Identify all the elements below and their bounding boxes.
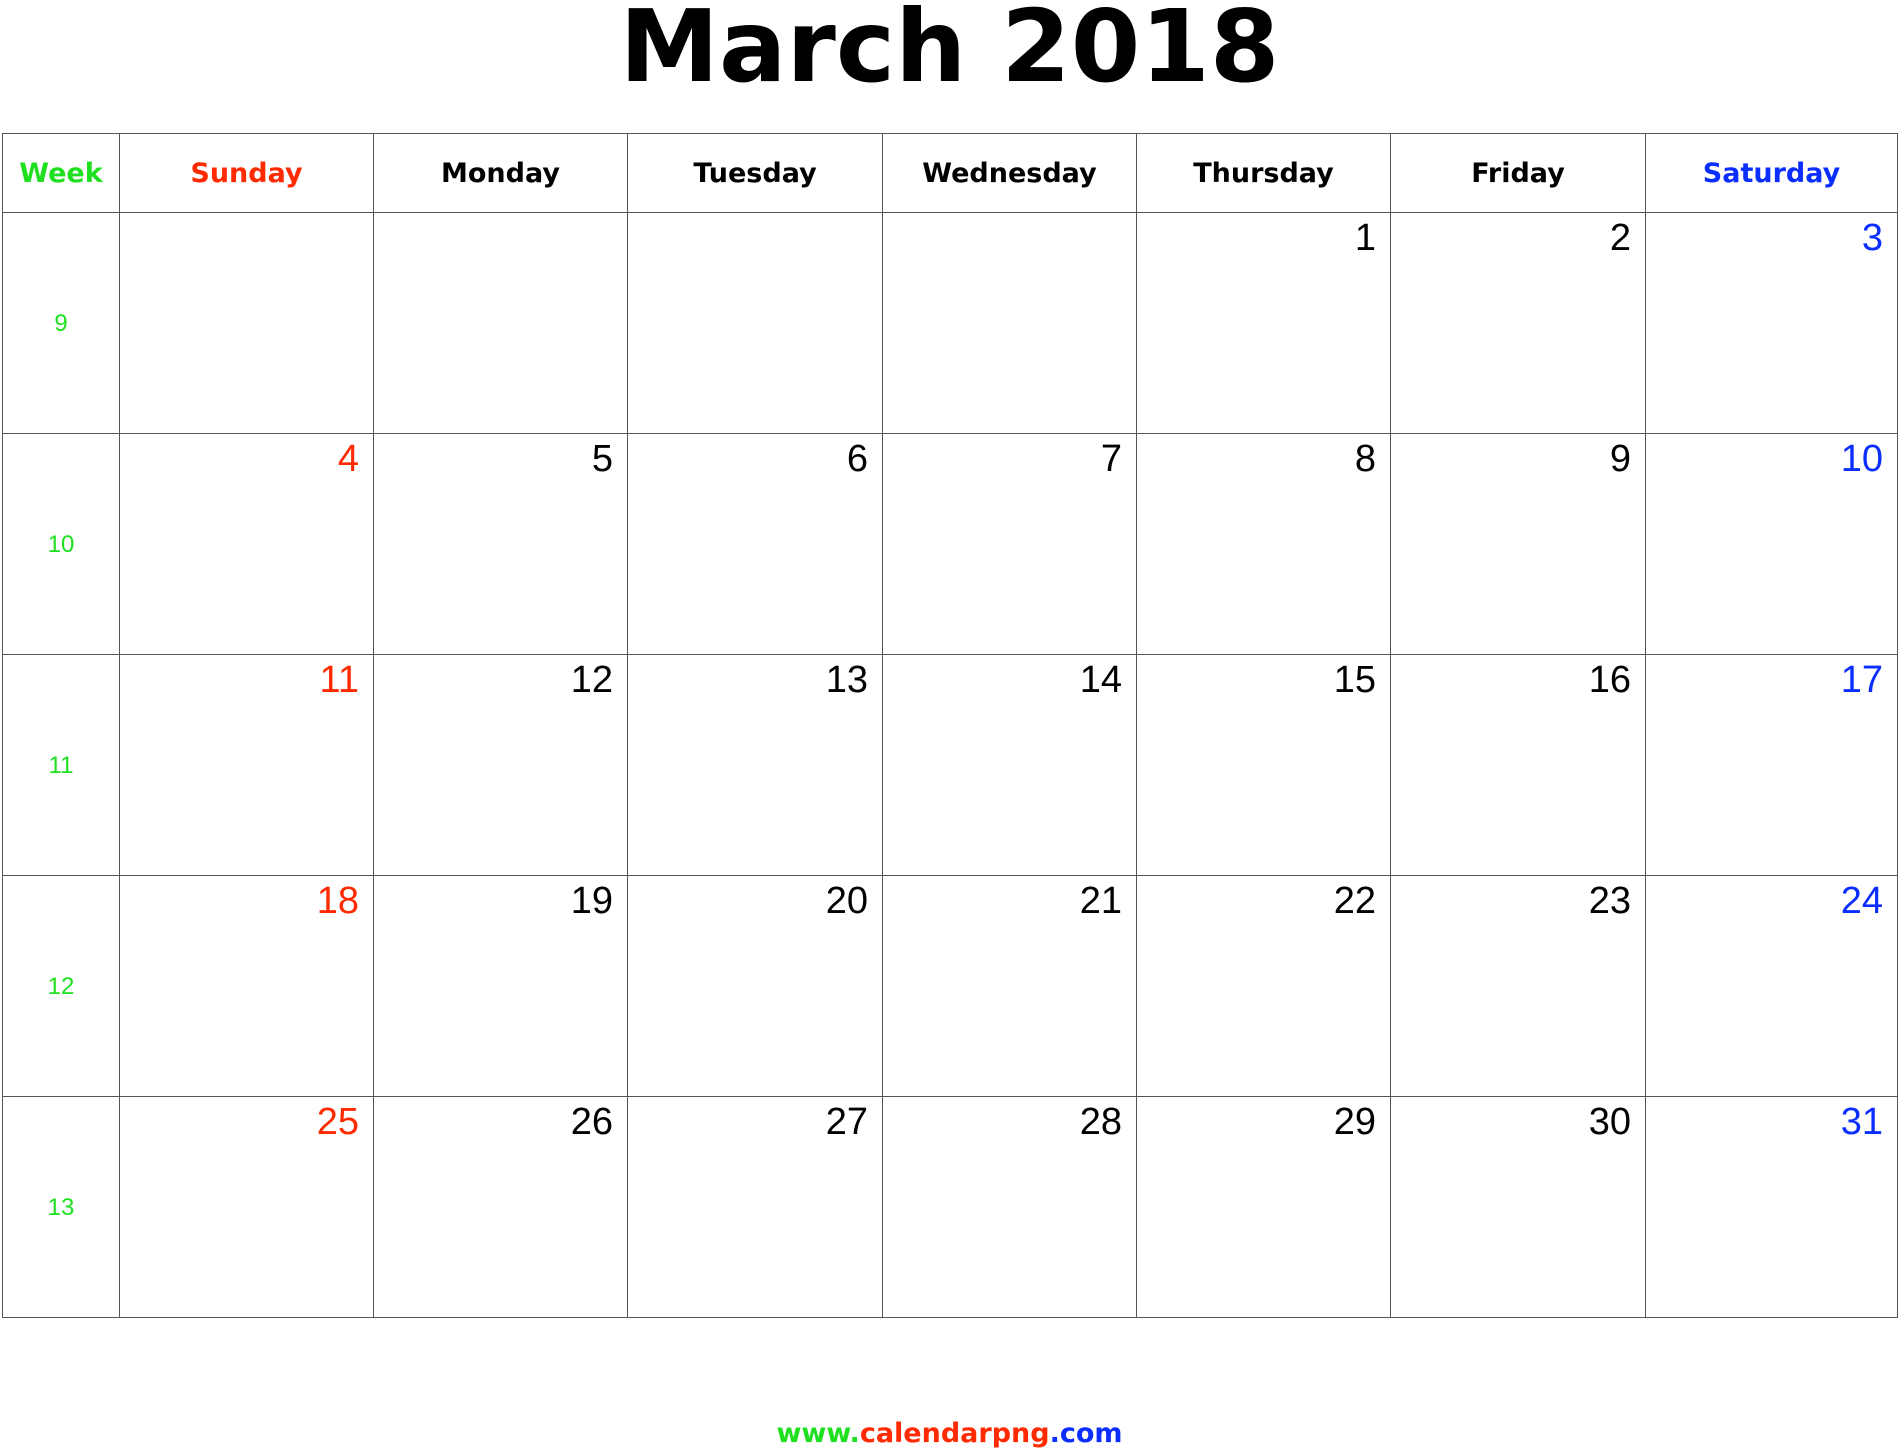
footer-part: www. (776, 1418, 860, 1449)
day-cell: 9 (1390, 433, 1646, 655)
day-cell: 19 (373, 875, 628, 1097)
day-cell: 17 (1645, 654, 1898, 876)
day-cell: 28 (882, 1096, 1137, 1318)
day-cell (882, 212, 1137, 434)
footer: www.calendarpng.com (0, 1418, 1899, 1449)
day-cell: 15 (1136, 654, 1391, 876)
day-cell: 13 (627, 654, 883, 876)
calendar-title: March 2018 (619, 0, 1280, 105)
day-cell: 7 (882, 433, 1137, 655)
day-cell: 3 (1645, 212, 1898, 434)
day-cell: 8 (1136, 433, 1391, 655)
day-cell: 11 (119, 654, 374, 876)
header-cell: Sunday (119, 133, 374, 213)
day-cell: 31 (1645, 1096, 1898, 1318)
day-cell: 5 (373, 433, 628, 655)
day-cell: 6 (627, 433, 883, 655)
week-number: 9 (2, 212, 120, 434)
day-cell: 26 (373, 1096, 628, 1318)
header-cell: Wednesday (882, 133, 1137, 213)
day-cell: 30 (1390, 1096, 1646, 1318)
day-cell: 29 (1136, 1096, 1391, 1318)
header-cell: Week (2, 133, 120, 213)
day-cell: 18 (119, 875, 374, 1097)
day-cell (119, 212, 374, 434)
header-cell: Friday (1390, 133, 1646, 213)
day-cell: 2 (1390, 212, 1646, 434)
header-cell: Thursday (1136, 133, 1391, 213)
day-cell (373, 212, 628, 434)
week-number: 12 (2, 875, 120, 1097)
header-cell: Tuesday (627, 133, 883, 213)
week-number: 11 (2, 654, 120, 876)
footer-part: calendarpng (859, 1418, 1050, 1449)
day-cell: 10 (1645, 433, 1898, 655)
day-cell: 27 (627, 1096, 883, 1318)
day-cell: 22 (1136, 875, 1391, 1097)
calendar-grid: Week Sunday Monday Tuesday Wednesday Thursday… (2, 133, 1898, 1318)
week-number: 10 (2, 433, 120, 655)
day-cell: 20 (627, 875, 883, 1097)
day-cell (627, 212, 883, 434)
header-cell: Saturday (1645, 133, 1898, 213)
header-cell: Monday (373, 133, 628, 213)
week-number: 13 (2, 1096, 120, 1318)
day-cell: 23 (1390, 875, 1646, 1097)
day-cell: 25 (119, 1096, 374, 1318)
day-cell: 1 (1136, 212, 1391, 434)
day-cell: 12 (373, 654, 628, 876)
day-cell: 24 (1645, 875, 1898, 1097)
day-cell: 4 (119, 433, 374, 655)
day-cell: 21 (882, 875, 1137, 1097)
footer-part: .com (1049, 1418, 1123, 1449)
day-cell: 16 (1390, 654, 1646, 876)
day-cell: 14 (882, 654, 1137, 876)
